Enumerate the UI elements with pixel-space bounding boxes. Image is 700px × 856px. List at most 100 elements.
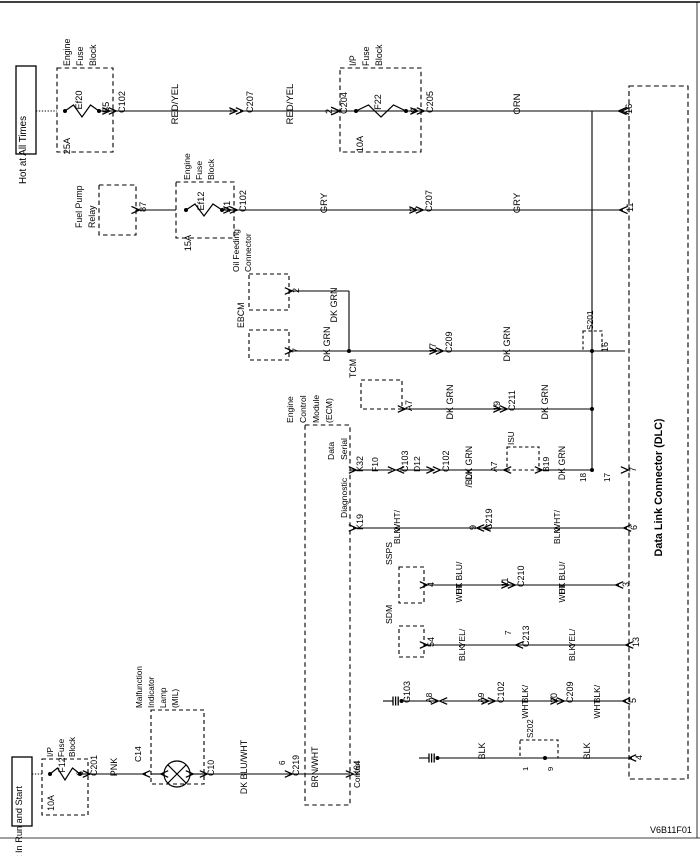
svg-text:Serial: Serial xyxy=(339,438,349,460)
svg-text:7: 7 xyxy=(628,467,638,472)
svg-text:C102: C102 xyxy=(496,681,506,703)
svg-text:Block: Block xyxy=(68,736,77,757)
svg-text:WHT: WHT xyxy=(557,583,567,602)
svg-text:I/P: I/P xyxy=(348,55,358,66)
svg-text:C219: C219 xyxy=(291,755,301,776)
svg-text:B5: B5 xyxy=(101,102,111,113)
svg-text:3: 3 xyxy=(621,582,631,587)
svg-text:Block: Block xyxy=(374,44,384,66)
svg-text:DK GRN: DK GRN xyxy=(445,384,455,419)
svg-text:2: 2 xyxy=(408,207,418,212)
svg-text:WHT: WHT xyxy=(520,699,530,718)
svg-text:DK GRN: DK GRN xyxy=(502,326,512,361)
svg-text:1: 1 xyxy=(521,767,530,771)
svg-text:SSPS: SSPS xyxy=(384,542,394,565)
svg-text:S202: S202 xyxy=(526,719,535,738)
svg-text:Fuse: Fuse xyxy=(361,46,371,66)
svg-text:Relay: Relay xyxy=(87,205,97,228)
svg-text:Block: Block xyxy=(88,44,98,66)
svg-text:Engine: Engine xyxy=(285,396,295,423)
svg-text:Oil Feeding: Oil Feeding xyxy=(231,229,241,272)
svg-text:F12: F12 xyxy=(57,757,67,772)
svg-text:C209: C209 xyxy=(565,681,575,703)
svg-text:DK GRN: DK GRN xyxy=(329,287,339,322)
svg-text:WHT: WHT xyxy=(454,583,464,602)
svg-text:17: 17 xyxy=(428,343,438,353)
svg-text:Fuse: Fuse xyxy=(194,161,204,180)
svg-text:A8: A8 xyxy=(424,692,434,703)
svg-text:ORN: ORN xyxy=(512,93,523,114)
svg-text:13: 13 xyxy=(631,637,641,647)
svg-text:Hot at All Times: Hot at All Times xyxy=(18,116,29,184)
svg-text:Malfunction: Malfunction xyxy=(135,666,144,708)
svg-text:Engine: Engine xyxy=(62,39,72,66)
svg-text:GRY: GRY xyxy=(319,192,330,213)
svg-text:GRY: GRY xyxy=(512,192,523,213)
svg-text:Lamp: Lamp xyxy=(159,687,168,708)
svg-text:9: 9 xyxy=(546,767,555,771)
svg-text:A1: A1 xyxy=(222,201,232,212)
svg-text:YEL/: YEL/ xyxy=(457,628,467,647)
svg-text:5: 5 xyxy=(628,698,638,703)
svg-text:TCM: TCM xyxy=(348,359,358,378)
svg-text:Block: Block xyxy=(206,158,216,180)
svg-text:BLK: BLK xyxy=(477,742,487,759)
svg-text:7: 7 xyxy=(504,630,513,635)
svg-text:S201: S201 xyxy=(585,310,595,330)
svg-text:Connector: Connector xyxy=(243,233,253,272)
svg-text:2: 2 xyxy=(324,109,334,114)
svg-text:4: 4 xyxy=(634,755,644,760)
svg-text:6: 6 xyxy=(278,760,287,765)
svg-text:C201: C201 xyxy=(89,755,99,776)
svg-text:19: 19 xyxy=(492,401,502,411)
svg-text:C219: C219 xyxy=(484,508,494,530)
svg-text:(MIL): (MIL) xyxy=(171,689,180,708)
svg-text:BRN/WHT: BRN/WHT xyxy=(310,746,320,788)
svg-text:9: 9 xyxy=(409,108,419,113)
svg-text:Control: Control xyxy=(298,395,308,423)
svg-text:WHT: WHT xyxy=(592,699,602,718)
svg-text:F22: F22 xyxy=(373,94,383,110)
svg-text:Data: Data xyxy=(326,442,336,460)
svg-text:Ef12: Ef12 xyxy=(196,192,206,211)
svg-text:RED/YEL: RED/YEL xyxy=(285,84,296,125)
svg-text:Control: Control xyxy=(353,761,362,788)
svg-text:7: 7 xyxy=(229,108,239,113)
svg-text:Indicator: Indicator xyxy=(147,676,156,708)
svg-text:DK GRN: DK GRN xyxy=(557,446,567,480)
svg-text:BLK: BLK xyxy=(567,645,577,662)
svg-text:D12: D12 xyxy=(412,456,422,472)
svg-text:Fuse: Fuse xyxy=(75,46,85,66)
svg-text:Engine: Engine xyxy=(182,153,192,180)
svg-text:YEL/: YEL/ xyxy=(567,628,577,647)
svg-text:DK GRN: DK GRN xyxy=(540,384,550,419)
svg-text:V6B11F01: V6B11F01 xyxy=(650,825,692,835)
svg-text:(ECM): (ECM) xyxy=(324,398,334,423)
svg-text:/BLK: /BLK xyxy=(464,468,474,487)
svg-text:F10: F10 xyxy=(370,457,380,472)
svg-text:C207: C207 xyxy=(424,190,434,212)
svg-text:BLK: BLK xyxy=(457,645,467,662)
svg-text:16: 16 xyxy=(600,342,610,352)
svg-text:Data Link Connector (DLC): Data Link Connector (DLC) xyxy=(653,418,665,556)
svg-text:15A: 15A xyxy=(183,234,193,251)
svg-text:ISU: ISU xyxy=(507,431,516,445)
svg-text:Fuel Pump: Fuel Pump xyxy=(74,185,84,228)
svg-text:C207: C207 xyxy=(245,91,255,113)
svg-text:C103: C103 xyxy=(400,450,410,472)
svg-text:9: 9 xyxy=(468,525,478,530)
svg-text:C102: C102 xyxy=(441,450,451,472)
svg-text:18: 18 xyxy=(579,472,588,482)
svg-text:C210: C210 xyxy=(516,565,526,587)
svg-text:Ef20: Ef20 xyxy=(74,91,84,110)
svg-text:25A: 25A xyxy=(62,137,72,154)
svg-text:BLK: BLK xyxy=(392,528,402,545)
svg-text:C102: C102 xyxy=(117,91,127,113)
svg-text:RED/YEL: RED/YEL xyxy=(170,84,181,125)
svg-text:G103: G103 xyxy=(402,681,412,703)
svg-text:A9: A9 xyxy=(476,692,486,703)
svg-text:C213: C213 xyxy=(521,625,531,647)
svg-text:I/P: I/P xyxy=(46,746,55,757)
svg-text:C205: C205 xyxy=(425,91,435,113)
svg-text:DK GRN: DK GRN xyxy=(322,326,332,361)
